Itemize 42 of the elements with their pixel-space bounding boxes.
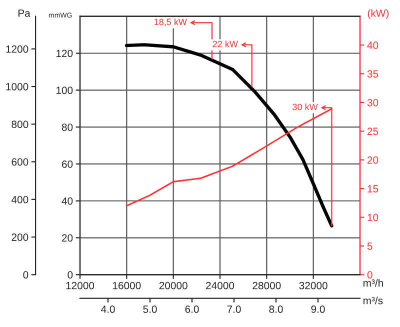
annotation: 30 kW [292, 104, 318, 110]
y-tick-label: 20 [62, 234, 73, 242]
y3-tick-label: 400 [11, 196, 28, 204]
x2-tick-label: 7.0 [227, 306, 241, 313]
x2-tick-label: 4.0 [101, 306, 115, 313]
x-tick-label: 32000 [299, 282, 328, 290]
y2-tick-label: 35 [367, 70, 378, 78]
x2-axis-title: m³/s [363, 296, 383, 304]
y2-tick-label: 30 [367, 98, 378, 106]
x-tick-label: 12000 [66, 282, 94, 290]
annotation: 22 kW [212, 40, 238, 48]
y-tick-label: 100 [56, 86, 73, 94]
y3-tick-label: 1000 [6, 83, 28, 90]
x-tick-label: 16000 [112, 282, 141, 290]
y-tick-label: 120 [56, 50, 73, 58]
y2-tick-label: 20 [367, 156, 378, 164]
x2-tick-label: 8.0 [269, 306, 283, 313]
x-axis-title: m³/h [363, 279, 383, 287]
x2-tick-label: 5.0 [143, 306, 157, 313]
y2-tick-label: 40 [367, 42, 378, 49]
y2-axis-title: (kW) [368, 9, 389, 19]
y2-tick-label: 10 [368, 214, 378, 222]
x2-tick-label: 6.0 [185, 306, 199, 313]
y2-tick-label: 5 [367, 242, 372, 250]
y-tick-label: 80 [62, 124, 73, 131]
y-tick-label: 40 [62, 197, 73, 205]
y3-tick-label: 800 [12, 120, 28, 128]
y3-tick-label: 1200 [6, 45, 28, 53]
y-tick-label: 0 [68, 271, 73, 279]
annotation: 18,5 kW [154, 18, 187, 26]
y2-tick-label: 25 [367, 128, 378, 136]
x-tick-label: 20000 [159, 282, 188, 290]
y2-tick-label: 15 [368, 185, 378, 192]
y2-tick-label: 0 [367, 271, 372, 279]
y3-tick-label: 0 [23, 271, 28, 279]
y-tick-label: 60 [62, 160, 73, 168]
y3-axis-title: Pa [18, 10, 30, 17]
y3-tick-label: 200 [12, 234, 28, 241]
x-tick-label: 24000 [206, 282, 234, 290]
y3-tick-label: 600 [12, 158, 28, 166]
x-tick-label: 28000 [252, 282, 281, 290]
x2-tick-label: 9.0 [311, 306, 325, 313]
